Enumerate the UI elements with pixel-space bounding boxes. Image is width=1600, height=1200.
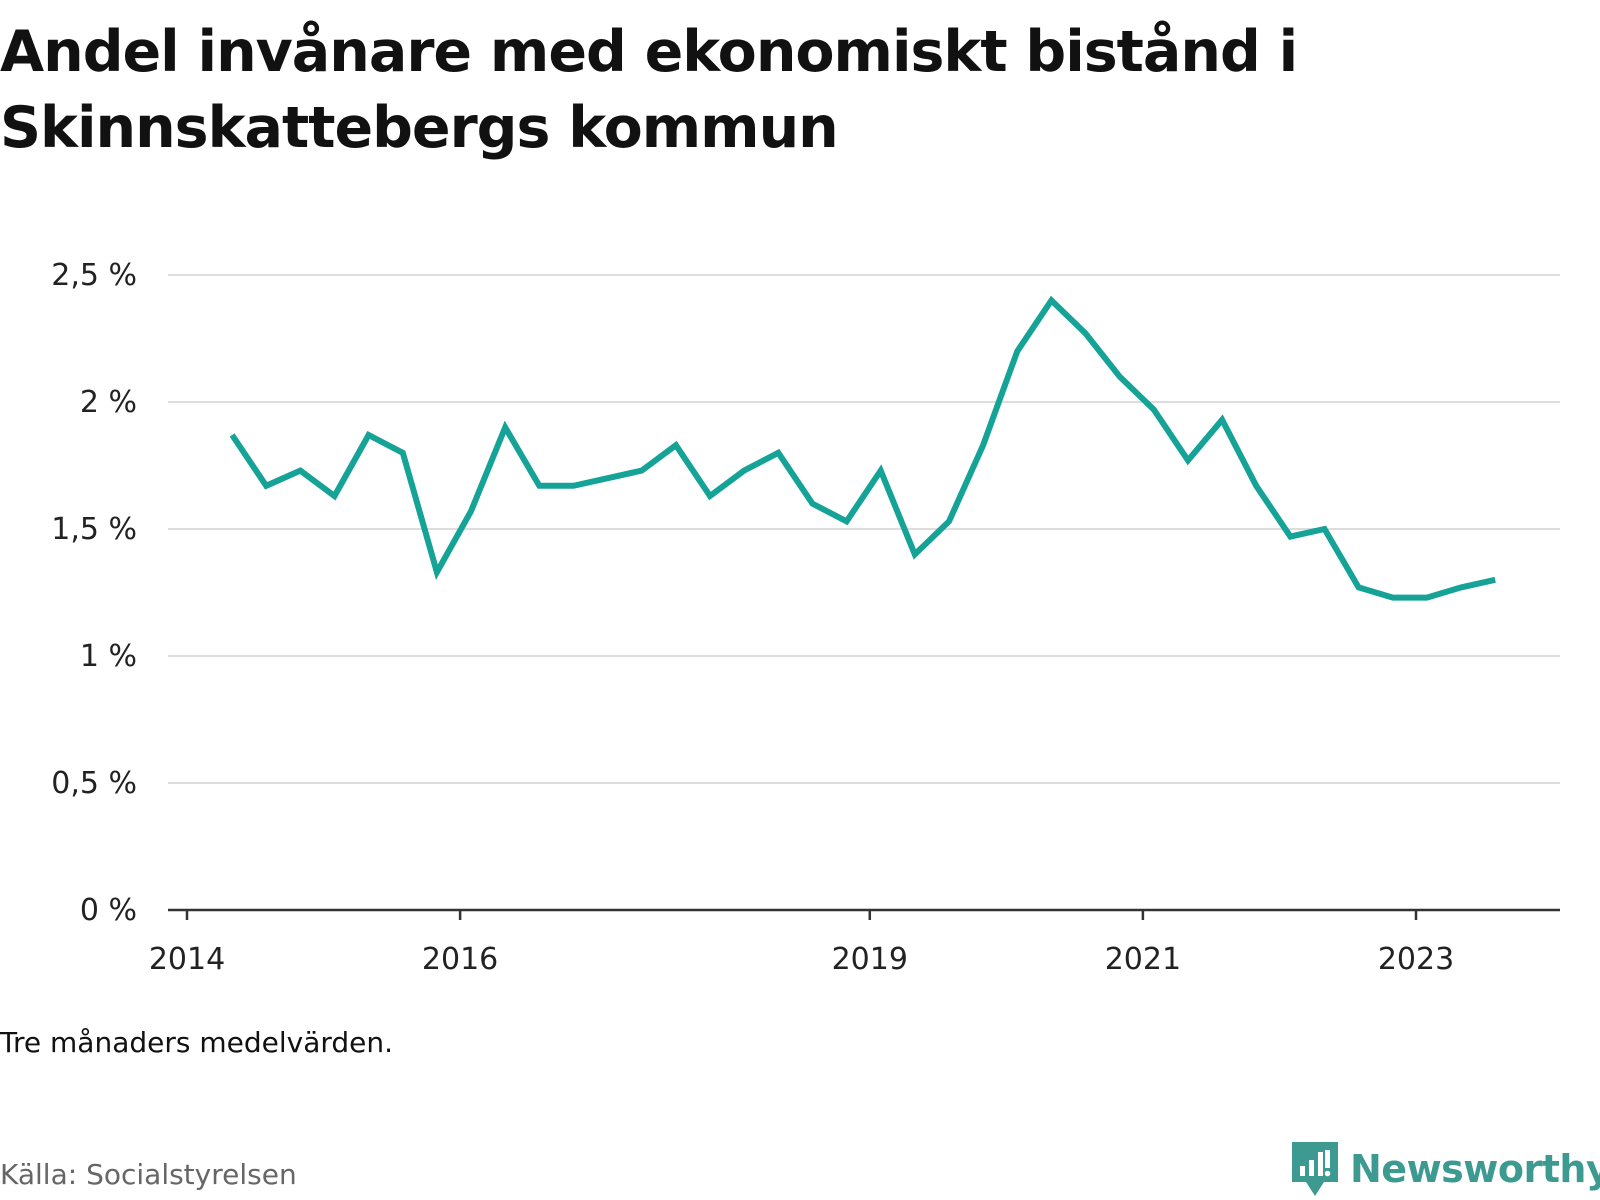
data-point	[673, 442, 679, 448]
data-point	[1390, 595, 1396, 601]
data-point	[1048, 297, 1054, 303]
chart-title: Andel invånare med ekonomiskt bistånd i …	[0, 19, 1298, 161]
data-point	[1117, 374, 1123, 380]
y-tick-label: 2 %	[80, 385, 137, 420]
chart-note: Tre månaders medelvärden.	[0, 1026, 394, 1059]
source-credit: Källa: Socialstyrelsen	[0, 1158, 297, 1191]
y-tick-label: 0 %	[80, 893, 137, 928]
data-point	[1492, 577, 1498, 583]
x-tick-label: 2023	[1378, 942, 1454, 977]
x-tick-label: 2016	[422, 942, 498, 977]
data-point	[878, 468, 884, 474]
data-point	[1253, 483, 1259, 489]
x-axis-labels: 2014 2016 2019 2021 2023	[149, 910, 1454, 977]
data-point	[366, 432, 372, 438]
series-layer	[229, 295, 1498, 601]
data-point	[1356, 584, 1362, 590]
data-point	[468, 508, 474, 514]
data-point	[502, 424, 508, 430]
data-point	[536, 483, 542, 489]
data-point	[571, 483, 577, 489]
y-tick-label: 0,5 %	[51, 766, 137, 801]
y-tick-label: 2,5 %	[51, 258, 137, 293]
x-tick-label: 2014	[149, 942, 225, 977]
data-point	[1287, 534, 1293, 540]
data-point	[912, 551, 918, 557]
data-point	[297, 468, 303, 474]
data-point	[1424, 595, 1430, 601]
data-point	[707, 493, 713, 499]
data-point	[605, 475, 611, 481]
x-tick-label: 2019	[832, 942, 908, 977]
data-point	[946, 518, 952, 524]
brand-name: Newsworthy	[1350, 1147, 1600, 1191]
data-point	[400, 450, 406, 456]
data-point	[741, 468, 747, 474]
data-point	[980, 442, 986, 448]
data-point	[1083, 330, 1089, 336]
data-point	[229, 432, 235, 438]
brand-logo: Newsworthy	[1290, 1140, 1600, 1198]
data-point	[775, 450, 781, 456]
line-chart: 0 % 0,5 % 1 % 1,5 % 2 % 2,5 % 2014 2016 2019 202…	[51, 258, 1560, 977]
gridlines	[168, 274, 1560, 784]
data-point	[1219, 417, 1225, 423]
data-point	[1458, 584, 1464, 590]
data-point	[639, 468, 645, 474]
y-tick-label: 1 %	[80, 639, 137, 674]
y-tick-label: 1,5 %	[51, 512, 137, 547]
data-point	[809, 501, 815, 507]
data-point	[1322, 526, 1328, 532]
x-tick-label: 2021	[1105, 942, 1181, 977]
newsworthy-logo-icon	[1292, 1142, 1338, 1196]
data-point	[1151, 407, 1157, 413]
data-point	[844, 518, 850, 524]
data-point	[263, 483, 269, 489]
data-point	[332, 493, 338, 499]
series-line	[229, 295, 1496, 601]
data-point	[1185, 457, 1191, 463]
y-axis-labels: 0 % 0,5 % 1 % 1,5 % 2 % 2,5 %	[51, 258, 137, 928]
data-point	[1014, 348, 1020, 354]
data-point	[434, 569, 440, 575]
